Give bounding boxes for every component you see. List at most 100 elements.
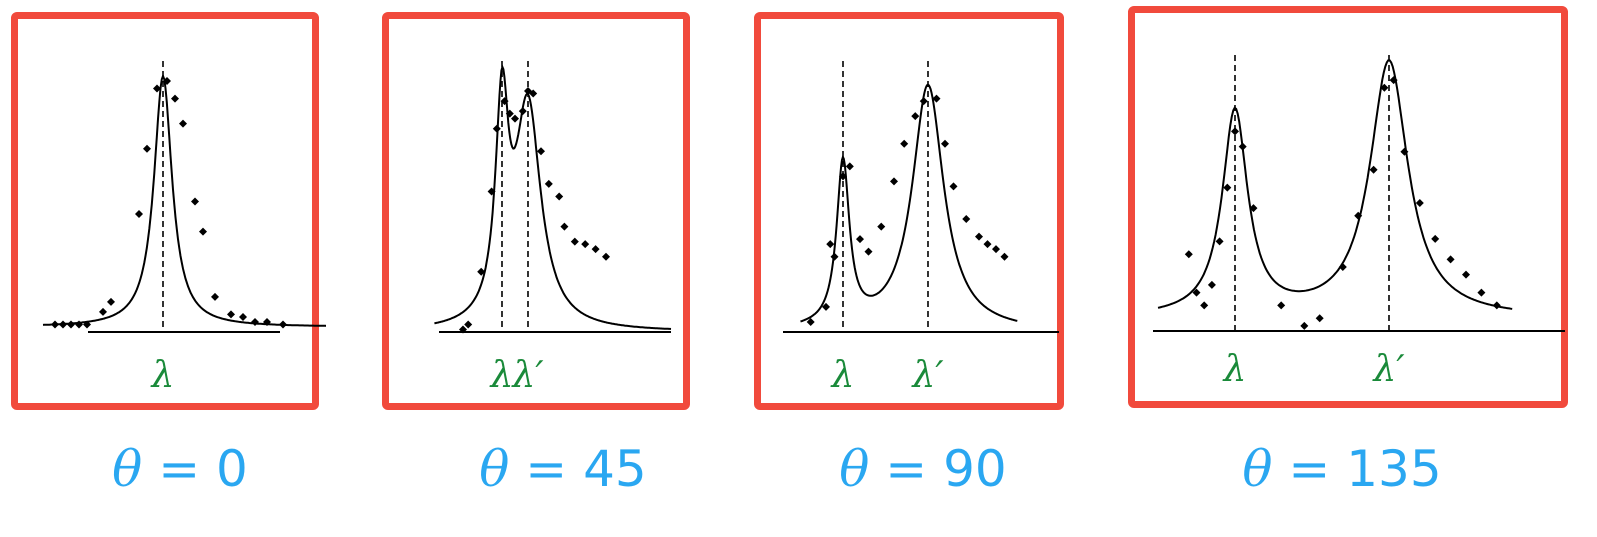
data-point [591, 245, 600, 254]
data-point [199, 227, 207, 236]
data-point [932, 94, 941, 103]
data-point [505, 109, 514, 118]
caption-theta-0: θ = 0 [112, 440, 248, 498]
panel-theta-90: λ λ′ [754, 12, 1064, 410]
data-point [856, 235, 864, 244]
data-point [99, 307, 107, 316]
data-point [975, 232, 983, 241]
theta-symbol: θ [1242, 440, 1273, 498]
data-point [941, 139, 949, 148]
data-point [992, 245, 1000, 254]
data-point [1380, 83, 1389, 92]
data-point [511, 114, 519, 123]
data-point [581, 240, 590, 249]
data-point [555, 192, 564, 201]
equals-sign: = [158, 440, 201, 498]
fit-curve [1157, 59, 1513, 310]
data-point [1238, 142, 1247, 151]
data-point [191, 197, 199, 206]
tick-label-lambda: λ [830, 355, 855, 396]
tick-label-lambda: λ [1222, 349, 1247, 390]
plot-theta-90: λ λ′ [783, 61, 1059, 396]
data-point [263, 317, 271, 326]
tick-label-lambda-prime: λ′ [1372, 349, 1405, 390]
data-point [477, 267, 486, 276]
data-point [1184, 250, 1193, 259]
theta-symbol: θ [839, 440, 870, 498]
data-point [51, 320, 59, 329]
tick-label-lambda-prime: λ′ [911, 355, 944, 396]
data-point [239, 312, 247, 321]
theta-value: 45 [583, 440, 647, 498]
data-point [1249, 204, 1258, 213]
data-point [1446, 255, 1455, 264]
theta-value: 0 [216, 440, 248, 498]
caption-theta-90: θ = 90 [839, 440, 1006, 498]
panel-theta-45: λ λ′ [382, 12, 690, 410]
data-point [1192, 288, 1201, 297]
data-point [529, 89, 538, 98]
theta-symbol: θ [479, 440, 510, 498]
data-point [163, 77, 171, 85]
data-point [153, 84, 161, 93]
data-point [1389, 76, 1398, 85]
data-point [59, 320, 67, 329]
data-point [1369, 165, 1378, 174]
panel-theta-135: λ λ′ [1128, 6, 1568, 408]
data-point [962, 215, 971, 224]
data-point [1315, 314, 1324, 323]
data-point [900, 139, 909, 148]
data-point [67, 320, 75, 329]
data-point [560, 222, 569, 231]
data-point [1431, 234, 1440, 243]
data-point [919, 97, 928, 106]
data-point [830, 252, 839, 261]
data-point [983, 240, 992, 249]
equals-sign: = [525, 440, 568, 498]
data-point [1400, 147, 1409, 156]
fit-curve [800, 83, 1018, 323]
data-point [806, 317, 815, 326]
theta-symbol: θ [112, 440, 143, 498]
data-point [949, 182, 958, 191]
equals-sign: = [1288, 440, 1331, 498]
tick-label-lambda: λ [150, 355, 175, 396]
data-point [1207, 280, 1216, 289]
data-point [826, 240, 835, 249]
data-point [1231, 127, 1239, 136]
plot-theta-45: λ λ′ [434, 61, 672, 396]
data-point [911, 112, 920, 121]
fit-curve [42, 73, 326, 327]
data-point [135, 210, 143, 219]
data-point [544, 179, 553, 188]
data-point [845, 162, 854, 171]
plot-theta-135: λ λ′ [1153, 55, 1565, 390]
data-point [1000, 252, 1009, 261]
data-point [464, 320, 473, 329]
plot-theta-0: λ [42, 61, 326, 396]
tick-label-lambda-prime: λ′ [511, 355, 544, 396]
data-point [1415, 199, 1424, 207]
data-point [877, 222, 886, 231]
data-point [1462, 270, 1470, 279]
data-point [171, 94, 179, 103]
tick-label-lambda: λ [489, 355, 514, 396]
data-point [459, 325, 467, 334]
data-point [822, 302, 830, 311]
data-point [890, 177, 898, 186]
data-point [179, 119, 187, 128]
caption-theta-135: θ = 135 [1242, 440, 1441, 498]
data-point [1477, 288, 1486, 297]
theta-value: 90 [943, 440, 1007, 498]
fit-curve [434, 63, 672, 330]
data-point [839, 172, 847, 181]
data-point [1223, 183, 1232, 192]
data-point [1338, 263, 1347, 271]
data-point [487, 187, 496, 196]
data-point [143, 144, 151, 153]
equals-sign: = [885, 440, 928, 498]
data-point [602, 252, 610, 261]
data-point [500, 97, 509, 106]
data-point [570, 237, 579, 246]
